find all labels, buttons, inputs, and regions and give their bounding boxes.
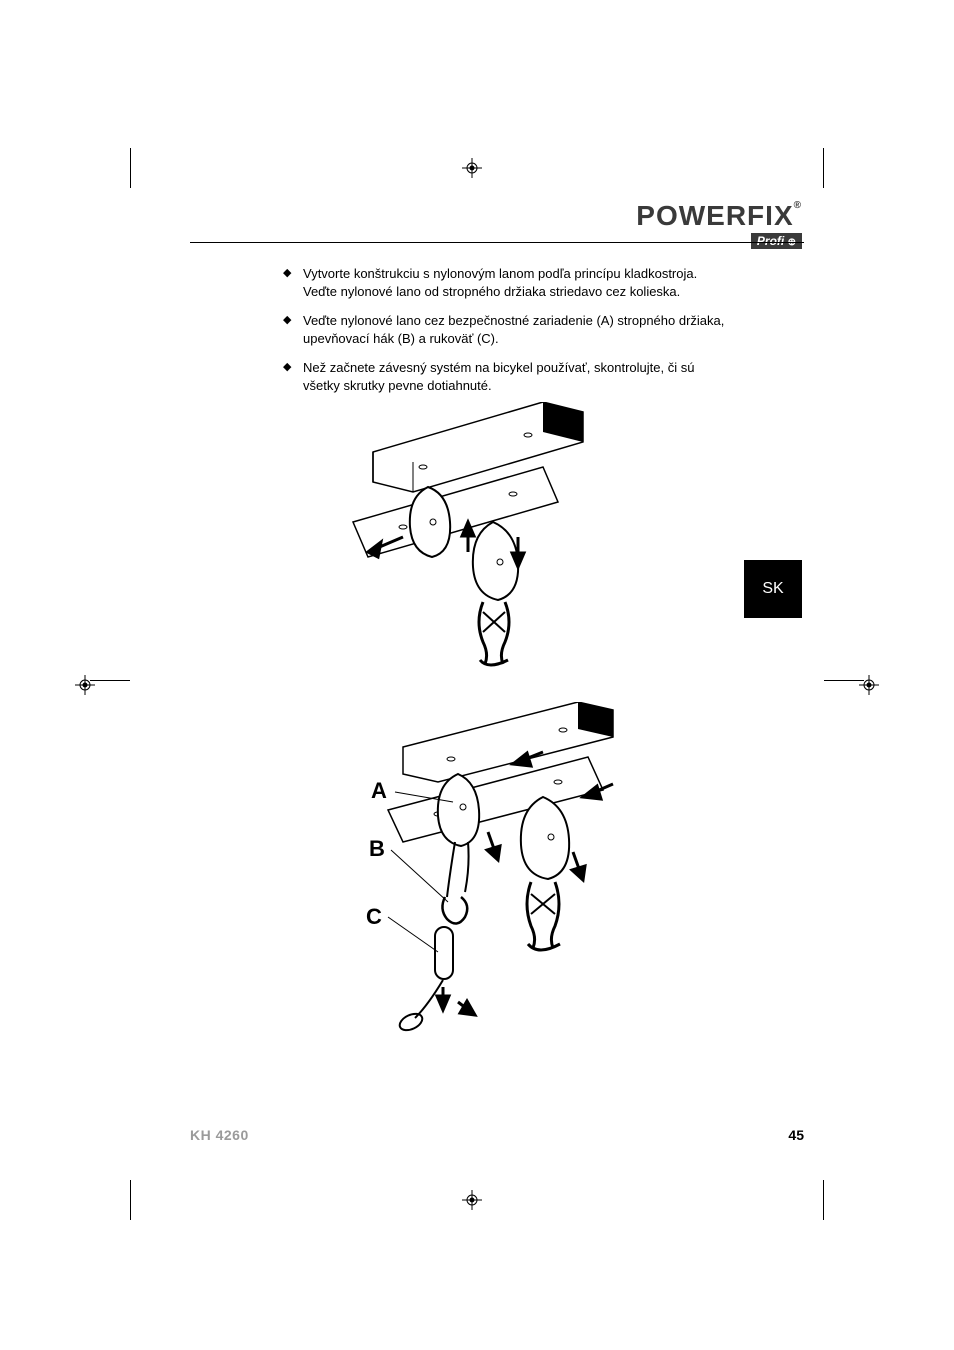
crop-mark	[823, 1180, 824, 1220]
diagram-label-b: B	[369, 836, 385, 862]
instruction-item: ◆ Vytvorte konštrukciu s nylonovým lanom…	[283, 265, 728, 300]
instruction-item: ◆ Veďte nylonové lano cez bezpečnostné z…	[283, 312, 728, 347]
crop-mark	[130, 1180, 131, 1220]
language-tab: SK	[744, 560, 802, 618]
instruction-item: ◆ Než začnete závesný systém na bicykel …	[283, 359, 728, 394]
bullet-icon: ◆	[283, 312, 303, 347]
bullet-icon: ◆	[283, 265, 303, 300]
crop-mark	[824, 680, 864, 681]
page-footer: KH 4260 45	[190, 1127, 804, 1143]
diagram-label-c: C	[366, 904, 382, 930]
language-code: SK	[762, 580, 783, 598]
instruction-list: ◆ Vytvorte konštrukciu s nylonovým lanom…	[283, 265, 728, 406]
instruction-text: Veďte nylonové lano cez bezpečnostné zar…	[303, 312, 728, 347]
diagram-label-a: A	[371, 778, 387, 804]
instruction-text: Vytvorte konštrukciu s nylonovým lanom p…	[303, 265, 728, 300]
crop-mark	[823, 148, 824, 188]
instruction-text: Než začnete závesný systém na bicykel po…	[303, 359, 728, 394]
diagram-pulley-labeled: A B C	[283, 702, 728, 1042]
page-number: 45	[788, 1127, 804, 1143]
registration-mark-icon	[462, 1190, 482, 1210]
crop-mark	[130, 148, 131, 188]
logo-subtext: Profi	[757, 234, 784, 248]
bullet-icon: ◆	[283, 359, 303, 394]
registration-mark-icon	[462, 158, 482, 178]
crop-mark	[90, 680, 130, 681]
registration-mark-icon	[75, 675, 95, 695]
diagram-pulley-top	[283, 402, 728, 677]
registration-mark-icon	[859, 675, 879, 695]
model-number: KH 4260	[190, 1127, 249, 1143]
logo-text: POWERFIX	[636, 200, 793, 231]
header-rule	[190, 242, 804, 243]
